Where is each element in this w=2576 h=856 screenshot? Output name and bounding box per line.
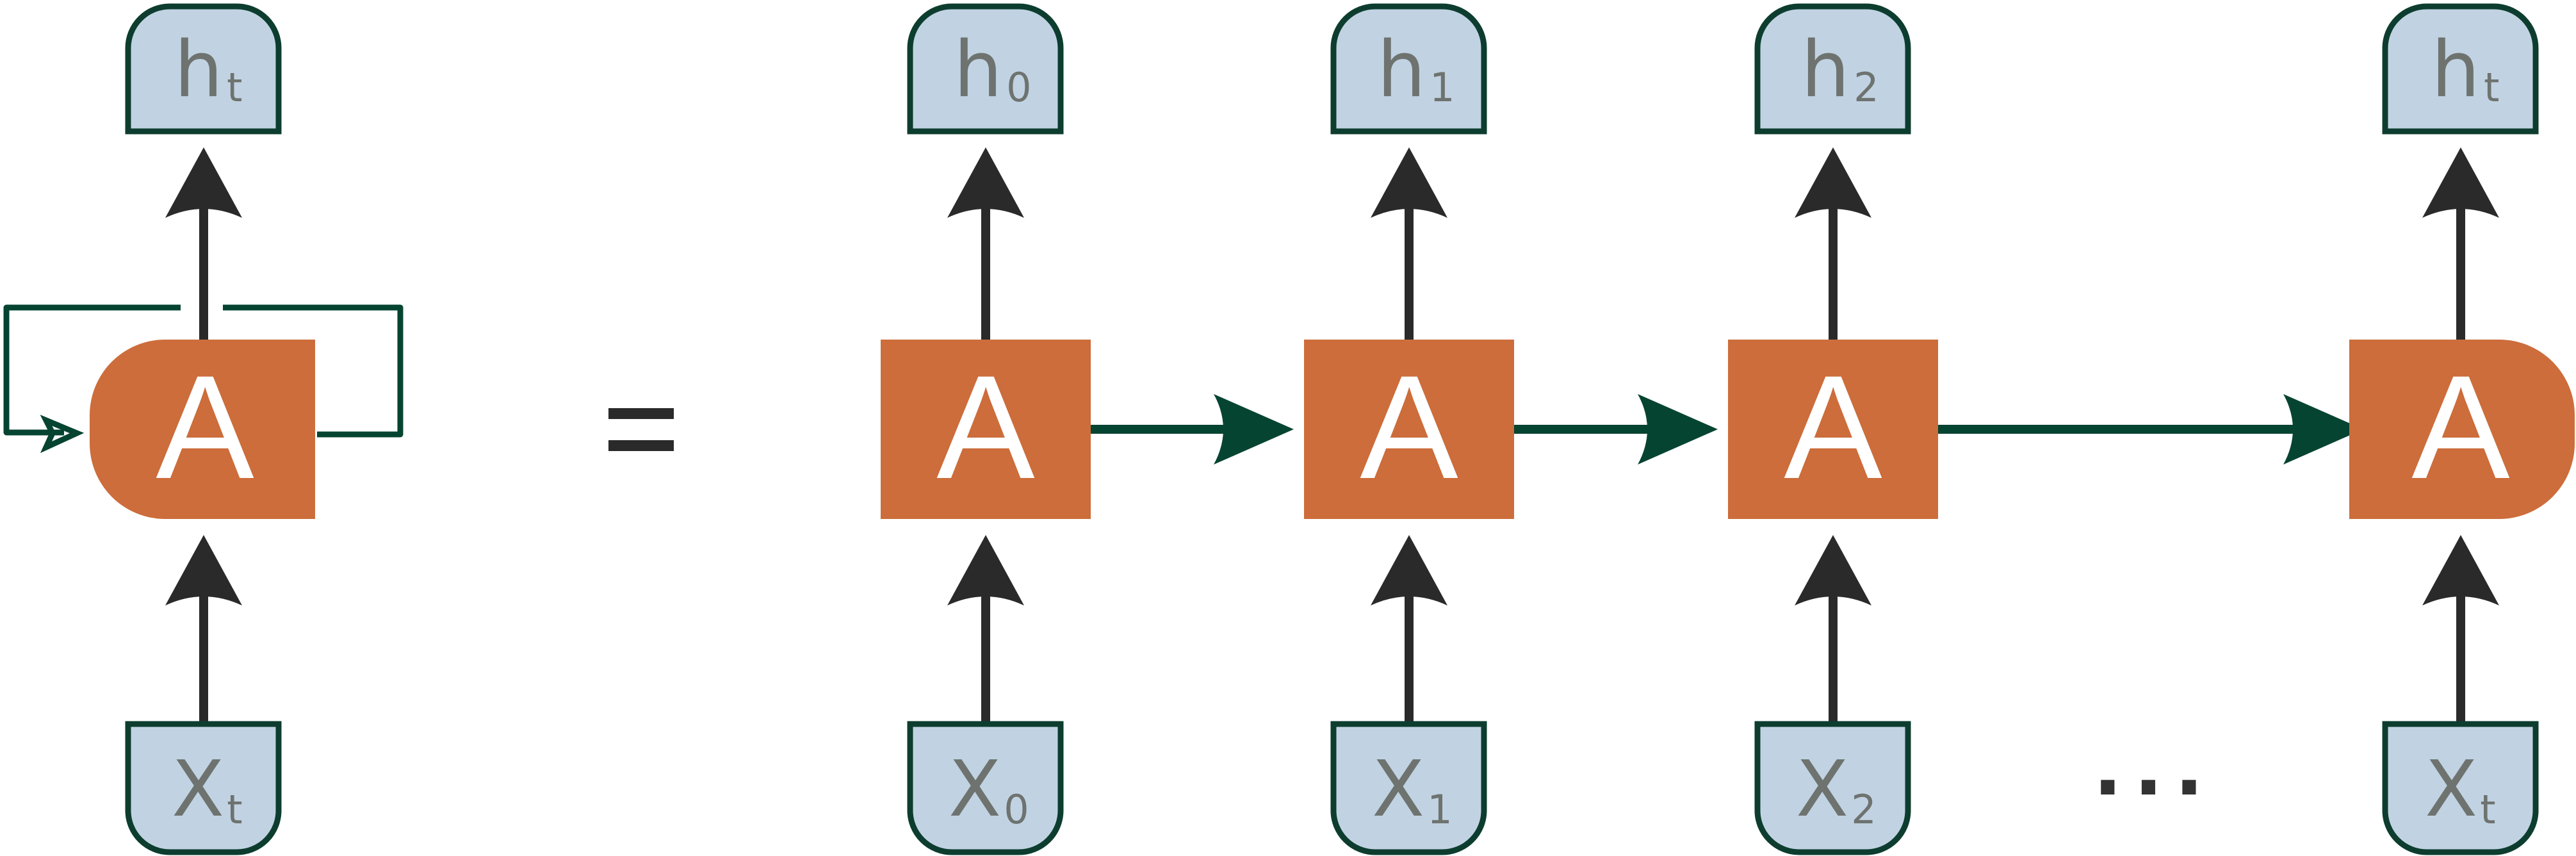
output-label-subscript: t (2484, 64, 2499, 111)
output-node (1754, 3, 1911, 135)
input-label: X2 (1796, 745, 1877, 834)
input-label-subscript: 1 (1427, 786, 1452, 833)
rnn-cell-label: A (2411, 345, 2509, 509)
equals-sign (608, 408, 674, 451)
recurrent-loop-connector-right (223, 304, 404, 438)
output-label: h1 (1377, 26, 1455, 115)
input-label-main: X (2425, 745, 2477, 834)
equals-sign-top-bar (608, 408, 674, 419)
input-label-main: X (949, 745, 1001, 834)
rnn-cell (2349, 340, 2575, 519)
input-node (1754, 721, 1911, 855)
input-label: Xt (172, 745, 243, 834)
rnn-cell-label: A (936, 345, 1034, 509)
rnn-cell (881, 340, 1091, 519)
input-label-main: X (1796, 745, 1848, 834)
rnn-cell-label: A (156, 345, 254, 509)
output-label: ht (2431, 26, 2499, 115)
rnn-cell (1304, 340, 1514, 519)
rnn-cell (1728, 340, 1938, 519)
input-label-main: X (172, 745, 224, 834)
output-label-main: h (1801, 26, 1850, 115)
input-node (907, 721, 1064, 855)
rnn-cell-label: A (1360, 345, 1458, 509)
input-node (2382, 721, 2539, 855)
input-node (1330, 721, 1487, 855)
input-label: X1 (1372, 745, 1453, 834)
output-node (2382, 3, 2539, 135)
output-label: h0 (954, 26, 1032, 115)
output-label-subscript: 0 (1006, 64, 1031, 111)
rolled-rnn: A ht Xt (3, 3, 404, 855)
timestep-2: A h2 X2 (1728, 3, 1938, 855)
output-label-subscript: 2 (1854, 64, 1879, 111)
input-label-main: X (1372, 745, 1424, 834)
recurrent-loop-arrowhead-icon (40, 415, 85, 454)
output-label: ht (174, 26, 242, 115)
output-label-subscript: 1 (1430, 64, 1455, 111)
timestep-1: A h1 X1 (1304, 3, 1514, 855)
timestep-t: A ht Xt (2349, 3, 2575, 855)
output-node (125, 3, 282, 135)
output-label-subscript: t (227, 64, 242, 111)
input-label: X0 (949, 745, 1029, 834)
input-label-subscript: t (227, 786, 242, 833)
timestep-0: A h0 X0 (881, 3, 1091, 855)
recurrent-loop-connector (3, 304, 181, 436)
output-label-main: h (1377, 26, 1426, 115)
equals-sign-bottom-bar (608, 440, 674, 451)
ellipsis: ... (2093, 724, 2215, 813)
input-label: Xt (2425, 745, 2496, 834)
output-label-main: h (954, 26, 1002, 115)
input-node (125, 721, 282, 855)
input-label-subscript: 2 (1851, 786, 1876, 833)
rnn-cell-label: A (1784, 345, 1882, 509)
output-label-main: h (174, 26, 223, 115)
output-node (1330, 3, 1487, 135)
input-label-subscript: 0 (1004, 786, 1029, 833)
input-label-subscript: t (2480, 786, 2495, 833)
output-node (907, 3, 1064, 135)
output-label: h2 (1801, 26, 1879, 115)
rnn-cell (90, 340, 315, 519)
output-label-main: h (2431, 26, 2480, 115)
